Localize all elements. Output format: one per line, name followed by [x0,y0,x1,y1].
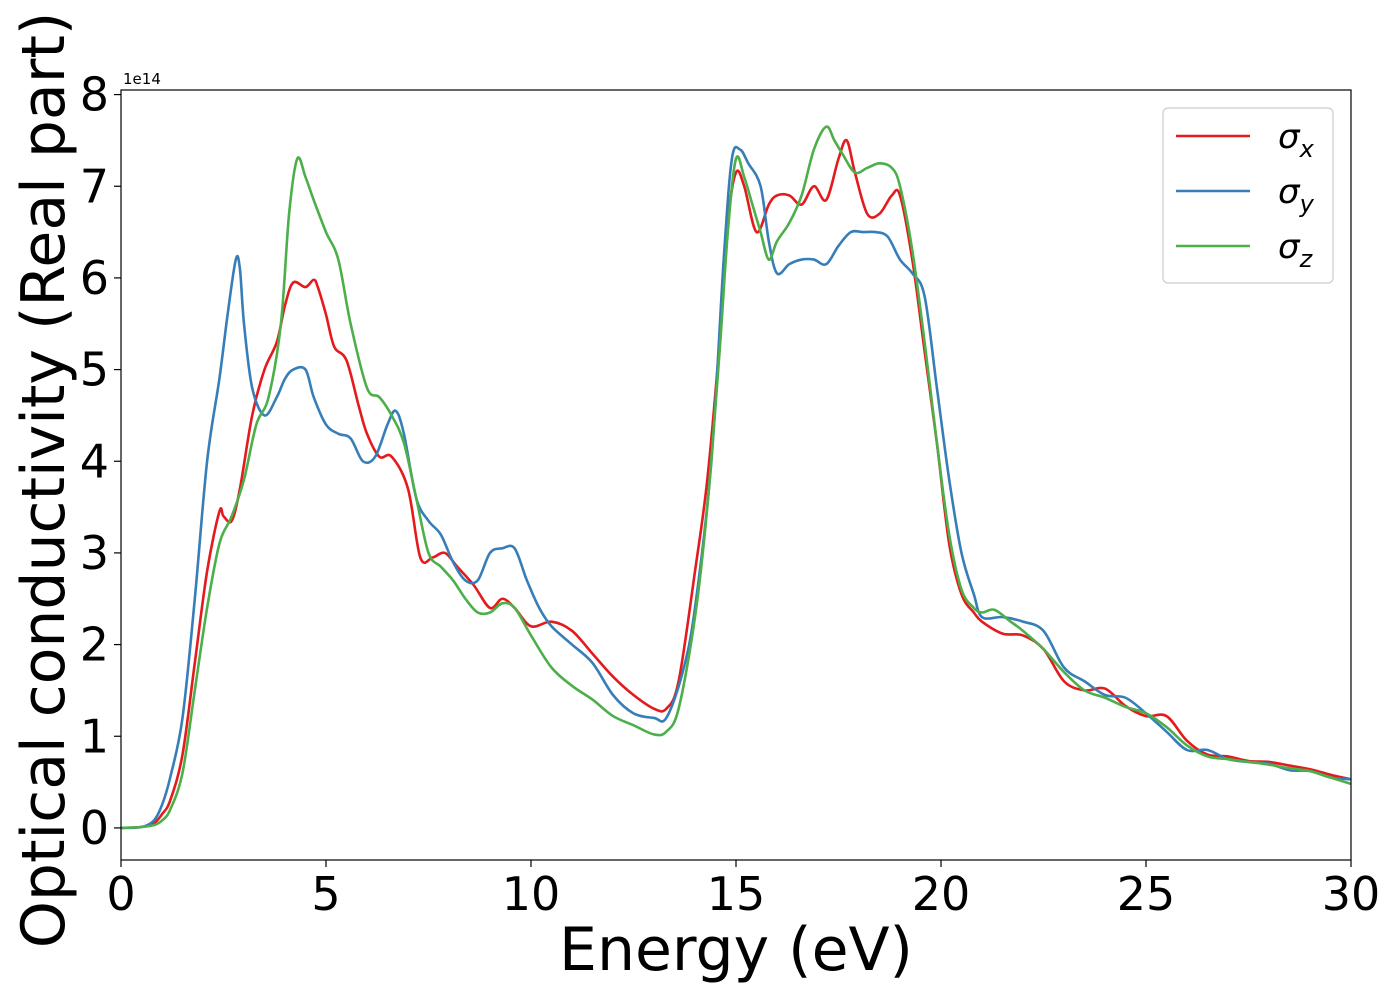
x-axis: 0 5 10 15 20 25 30 [106,860,1380,921]
y-tick-label: 0 [80,801,109,855]
legend-subscript: x [1299,135,1315,163]
legend-label: σy [1278,172,1315,218]
legend-symbol: σ [1278,172,1301,212]
x-tick-label: 20 [912,867,971,921]
y-axis: 0 1 2 3 4 5 6 7 8 [80,68,121,855]
legend-box [1162,107,1334,284]
y-tick-label: 6 [80,251,109,305]
x-tick-label: 30 [1322,867,1381,921]
legend-label: σz [1278,227,1314,273]
legend-label: σx [1278,117,1315,163]
x-tick-label: 10 [502,867,561,921]
y-tick-label: 5 [80,343,109,397]
y-tick-label: 2 [80,618,109,672]
legend-subscript: y [1299,190,1315,218]
legend-symbol: σ [1278,117,1301,157]
x-tick-label: 25 [1117,867,1176,921]
y-tick-label: 1 [80,709,109,763]
y-tick-label: 4 [80,434,109,488]
series-layer [120,125,1352,830]
y-tick-label: 3 [80,526,109,580]
legend-subscript: z [1299,245,1314,273]
x-tick-label: 0 [106,867,135,921]
x-axis-title: Energy (eV) [559,915,913,985]
series-line-y [120,145,1352,830]
x-tick-label: 5 [311,867,340,921]
y-tick-label: 7 [80,159,109,213]
series-line-z [120,125,1352,830]
legend-symbol: σ [1278,227,1301,267]
x-tick-label: 15 [707,867,766,921]
y-offset-label: 1e14 [123,70,161,88]
y-axis-title: Optical conductivity (Real part) [9,12,79,949]
y-tick-label: 8 [80,68,109,122]
